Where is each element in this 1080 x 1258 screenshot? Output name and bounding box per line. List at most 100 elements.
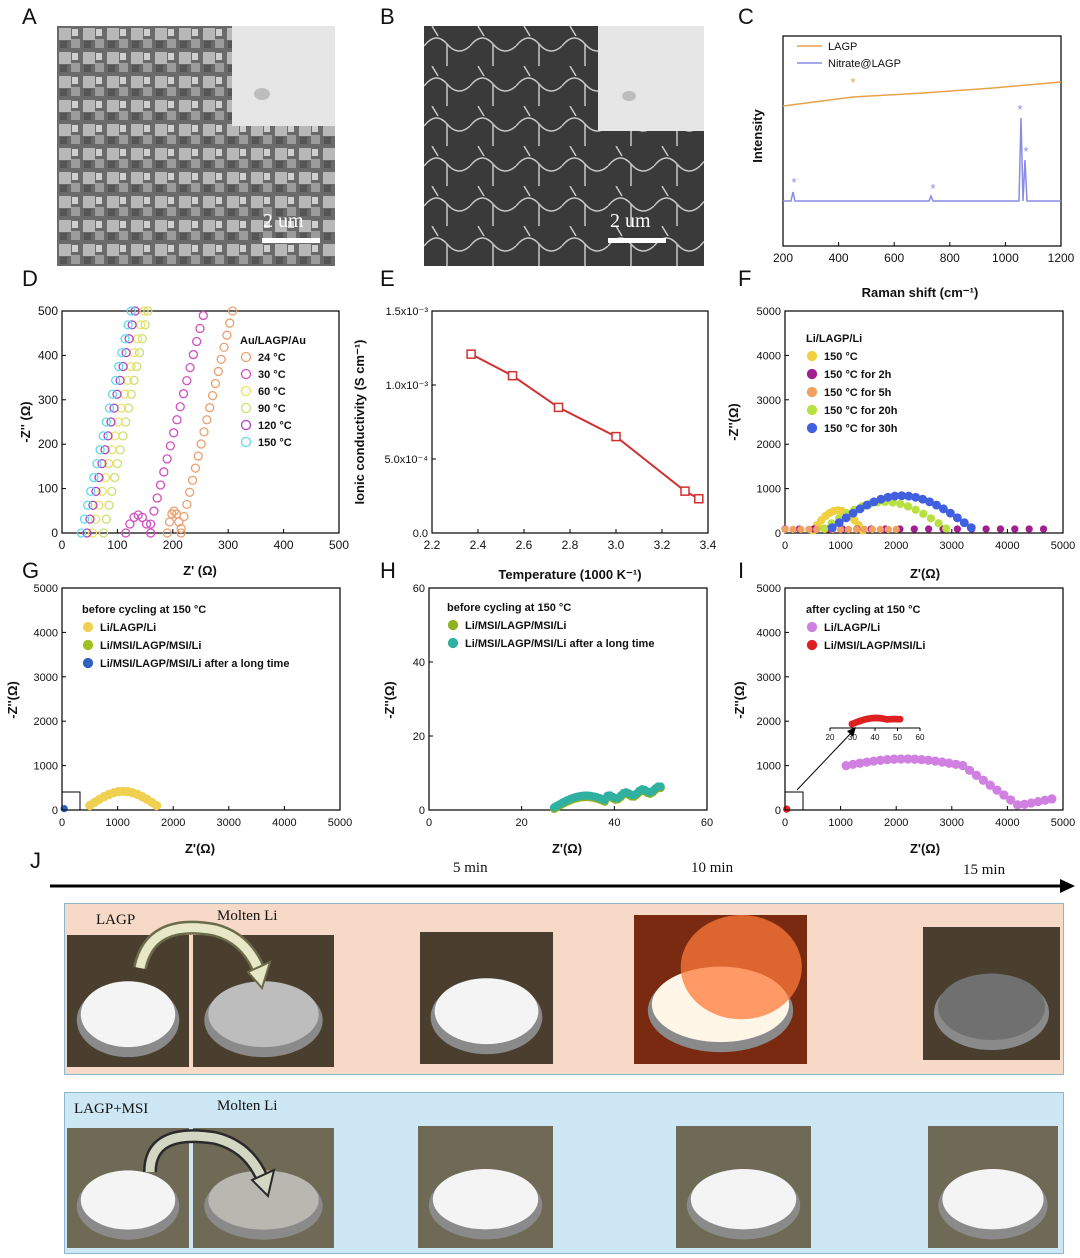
photo-drawing bbox=[686, 1169, 801, 1240]
data-point bbox=[207, 390, 218, 401]
data-point bbox=[107, 389, 118, 399]
data-point bbox=[680, 486, 690, 496]
x-tick-label: 4000 bbox=[995, 540, 1019, 552]
sem-grain-texture bbox=[424, 26, 704, 266]
plot-frame bbox=[428, 587, 708, 811]
legend-label: 24 °C bbox=[258, 352, 286, 364]
x-tick-label: 40 bbox=[608, 817, 620, 829]
data-point bbox=[118, 361, 128, 372]
panel-label-e: E bbox=[380, 266, 395, 291]
data-point bbox=[924, 525, 933, 533]
legend-label: 120 °C bbox=[258, 420, 292, 432]
data-point bbox=[85, 514, 95, 524]
data-point bbox=[176, 523, 186, 534]
x-tick-label: 20 bbox=[516, 817, 528, 829]
data-point bbox=[103, 458, 114, 469]
panel-label-j: J bbox=[30, 848, 41, 873]
plot-frame bbox=[61, 310, 340, 534]
data-point bbox=[985, 780, 995, 790]
photo-lagp-initial bbox=[67, 935, 189, 1067]
data-point bbox=[175, 402, 185, 412]
photo-msi-molten-li bbox=[193, 1128, 334, 1248]
time-label-15min: 15 min bbox=[963, 862, 1006, 878]
x-tick-label: 3000 bbox=[940, 817, 964, 829]
x-tick-label: 600 bbox=[884, 251, 904, 265]
y-tick-label: 20 bbox=[413, 731, 425, 743]
y-tick-label: 200 bbox=[38, 437, 58, 451]
photo-drawing bbox=[76, 981, 180, 1058]
x-axis-label: Z'(Ω) bbox=[910, 841, 940, 856]
data-point bbox=[94, 472, 104, 483]
data-point bbox=[123, 375, 133, 386]
x-tick-label: 1200 bbox=[1048, 251, 1075, 265]
data-point bbox=[143, 306, 153, 316]
data-point bbox=[964, 765, 975, 776]
y-tick-label: 2000 bbox=[34, 716, 58, 728]
x-tick-label: 2.6 bbox=[516, 538, 533, 552]
panel-label-g: G bbox=[22, 558, 40, 583]
data-point bbox=[958, 760, 968, 771]
legend-label: 150 °C bbox=[824, 351, 858, 363]
x-tick-label: 0 bbox=[426, 817, 432, 829]
y-axis-label: -Z''(Ω) bbox=[732, 681, 747, 719]
legend-title: after cycling at 150 °C bbox=[806, 604, 921, 616]
data-point bbox=[132, 361, 142, 372]
data-point bbox=[841, 513, 851, 523]
x-tick-label: 500 bbox=[329, 538, 349, 552]
peak-marker: * bbox=[791, 175, 796, 190]
x-tick-label: 100 bbox=[107, 538, 127, 552]
data-point bbox=[101, 514, 111, 524]
legend-label: Li/LAGP/Li bbox=[824, 622, 880, 634]
photo-drawing bbox=[430, 978, 543, 1055]
plot-frame bbox=[784, 587, 1064, 811]
y-tick-label: 5.0x10⁻⁴ bbox=[384, 454, 428, 466]
data-point bbox=[216, 354, 226, 364]
data-point bbox=[934, 519, 943, 528]
peak-marker: * bbox=[850, 75, 855, 90]
data-point bbox=[112, 458, 123, 469]
data-point bbox=[1006, 795, 1016, 805]
inset-tick-label: 60 bbox=[916, 733, 925, 742]
y-tick-label: 2000 bbox=[757, 716, 781, 728]
data-point bbox=[996, 525, 1005, 533]
data-point bbox=[1011, 525, 1019, 533]
legend-marker bbox=[806, 350, 818, 362]
data-point bbox=[107, 486, 117, 497]
y-tick-label: 40 bbox=[413, 657, 425, 669]
x-tick-label: 5000 bbox=[328, 817, 352, 829]
photo-msi-15min bbox=[928, 1126, 1058, 1248]
data-point bbox=[852, 525, 861, 534]
data-point bbox=[126, 389, 136, 399]
panel-label-a: A bbox=[22, 4, 37, 29]
data-point bbox=[656, 782, 665, 791]
photo-lagp-10min bbox=[634, 915, 807, 1064]
data-point bbox=[848, 508, 858, 518]
zoom-arrowhead bbox=[847, 727, 856, 737]
legend-title: before cycling at 150 °C bbox=[82, 604, 206, 616]
y-tick-label: 0 bbox=[51, 526, 58, 540]
dish-content bbox=[432, 1169, 539, 1230]
data-point bbox=[844, 525, 853, 534]
legend-marker bbox=[806, 404, 818, 416]
photo-drawing bbox=[204, 981, 323, 1058]
x-tick-label: 200 bbox=[163, 538, 183, 552]
photo-lagp-15min bbox=[923, 927, 1060, 1060]
time-label-10min: 10 min bbox=[691, 860, 734, 876]
flame-glow bbox=[680, 915, 802, 1020]
x-tick-label: 5000 bbox=[1051, 817, 1075, 829]
legend-label: Li/LAGP/Li bbox=[100, 622, 156, 634]
data-point bbox=[137, 334, 147, 344]
legend-label: 60 °C bbox=[258, 386, 286, 398]
data-point bbox=[227, 306, 238, 316]
data-point bbox=[192, 336, 202, 347]
data-point bbox=[100, 445, 110, 455]
data-point bbox=[104, 500, 114, 510]
data-point bbox=[91, 514, 101, 524]
legend-label: Li/MSI/LAGP/MSI/Li bbox=[465, 620, 566, 632]
legend-label: LAGP bbox=[828, 41, 857, 53]
data-point bbox=[98, 528, 109, 538]
legend-marker bbox=[240, 351, 252, 363]
data-point bbox=[1047, 794, 1057, 804]
data-point bbox=[97, 458, 107, 469]
caption-lagp: LAGP bbox=[96, 912, 136, 928]
